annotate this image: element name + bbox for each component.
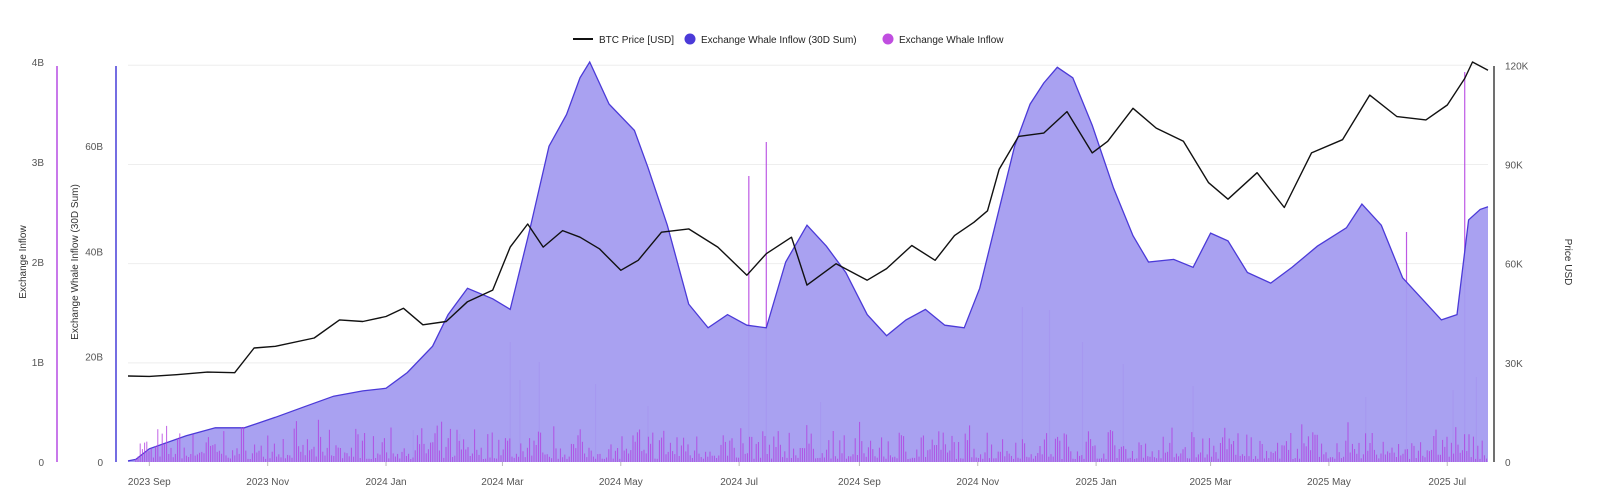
price-axis-tick: 30K: [1505, 359, 1523, 370]
inflow-spike-baseline: [135, 419, 1488, 462]
legend-item[interactable]: BTC Price [USD]: [573, 35, 674, 46]
x-tick-label: 2024 Nov: [956, 477, 999, 488]
btc-price-line: [127, 61, 1489, 378]
x-tick-label: 2025 Jul: [1428, 477, 1466, 488]
price-axis-tick: 120K: [1505, 61, 1529, 72]
inflow-axis-tick: 2B: [32, 258, 45, 269]
price-axis-tick: 0: [1505, 458, 1511, 469]
inflow-30d-axis-tick: 60B: [85, 142, 103, 153]
legend-dot-marker: [684, 33, 696, 45]
btc-price-polyline: [127, 61, 1489, 378]
x-tick-label: 2025 Jan: [1076, 477, 1117, 488]
inflow-30d-outline: [127, 60, 1489, 462]
inflow-30d-axis-title: Exchange Whale Inflow (30D Sum): [70, 184, 81, 340]
x-tick-label: 2023 Sep: [128, 477, 171, 488]
x-tick-label: 2023 Nov: [246, 477, 289, 488]
x-tick-label: 2024 Jan: [365, 477, 406, 488]
inflow-30d-axis-tick: 0: [97, 458, 103, 469]
legend-item[interactable]: Exchange Whale Inflow: [882, 33, 1005, 47]
x-tick-label: 2024 May: [599, 477, 643, 488]
inflow-axis-tick: 0: [38, 458, 44, 469]
inflow-axis-tick: 4B: [32, 58, 45, 69]
price-axis-title: Price USD: [1562, 239, 1573, 286]
legend-label: BTC Price [USD]: [599, 35, 674, 46]
inflow-axis-tick: 3B: [32, 158, 45, 169]
x-tick-label: 2024 Mar: [481, 477, 524, 488]
x-tick-label: 2024 Sep: [838, 477, 881, 488]
x-axis-ticks: 2023 Sep 2023 Nov 2024 Jan 2024 Mar 2024 May…: [128, 462, 1466, 488]
price-axis-tick: 90K: [1505, 160, 1523, 171]
axes: 0 1B 2B 3B 4B Exchange Inflow 0 20B 40B 60B Exchan…: [18, 58, 1573, 469]
legend-label: Exchange Whale Inflow: [899, 35, 1004, 46]
legend-label: Exchange Whale Inflow (30D Sum): [701, 35, 857, 46]
inflow-30d-area: [127, 60, 1489, 462]
inflow-30d-axis-tick: 40B: [85, 247, 103, 258]
price-axis-tick: 60K: [1505, 260, 1523, 271]
inflow-30d-area-fill: [128, 62, 1488, 462]
x-tick-label: 2025 May: [1307, 477, 1351, 488]
inflow-axis-tick: 1B: [32, 358, 45, 369]
x-tick-label: 2025 Mar: [1189, 477, 1232, 488]
inflow-30d-axis-tick: 20B: [85, 353, 103, 364]
legend: BTC Price [USD] Exchange Whale Inflow (30…: [573, 33, 1005, 47]
x-tick-label: 2024 Jul: [720, 477, 758, 488]
inflow-axis-title: Exchange Inflow: [18, 225, 29, 299]
legend-dot-marker: [882, 33, 894, 45]
legend-item[interactable]: Exchange Whale Inflow (30D Sum): [684, 33, 857, 47]
